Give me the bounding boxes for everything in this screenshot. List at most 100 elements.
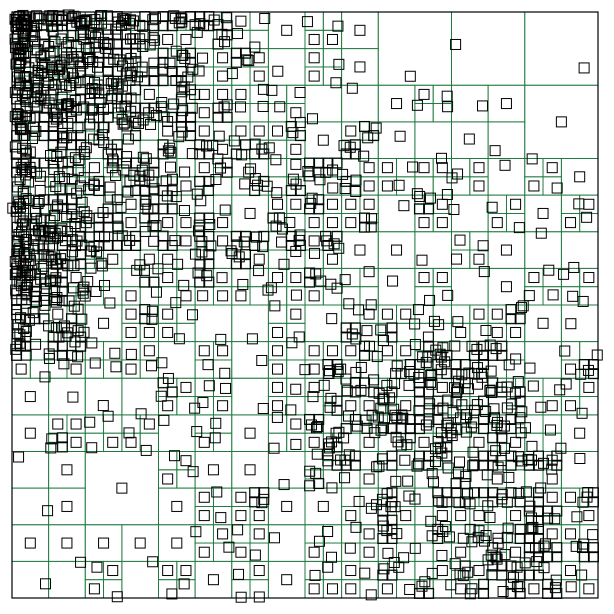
item-square [278,479,290,491]
item-square [157,377,169,389]
quadtree-cell [39,158,50,169]
quadtree-cell [478,460,489,471]
item-square [427,476,439,488]
quadtree-cell [377,158,398,178]
quadtree-cell [148,39,159,50]
item-square [125,326,137,338]
item-square [258,487,270,499]
item-square [432,532,444,544]
item-square [235,101,247,113]
item-square [162,473,174,485]
item-square [333,58,345,70]
item-square [461,409,473,421]
item-square [466,536,478,548]
item-square [70,418,82,430]
quadtree-cell [286,359,306,379]
item-square [546,400,558,412]
item-square [193,219,205,231]
item-square [47,10,59,22]
item-square [157,203,169,215]
item-square [452,316,464,328]
item-square [473,253,485,265]
item-square [66,173,78,185]
item-square [178,578,190,590]
quadtree-cell [478,423,489,434]
item-square [377,394,389,406]
item-square [441,189,453,201]
item-square [86,337,98,349]
item-square [436,510,448,522]
quadtree-cell [231,377,269,416]
quadtree-cell [194,176,205,187]
quadtree-cell [167,386,178,398]
item-square [435,152,447,164]
quadtree-cell [304,121,343,159]
quadtree-cell [258,487,269,498]
item-square [386,569,398,581]
item-square [121,120,133,132]
item-square [441,349,453,361]
item-square [505,304,517,316]
quadtree-cell [560,377,581,398]
item-square [517,300,529,312]
item-square [332,20,344,32]
item-square [560,378,572,390]
item-square [24,391,36,403]
item-square [345,510,357,522]
item-square [203,276,215,288]
item-square [194,139,206,151]
item-square [175,66,187,78]
quadtree-cell [203,258,214,269]
quadtree-cell [249,103,269,123]
item-square [70,436,82,448]
item-square [162,326,174,338]
item-square [451,424,463,436]
quadtree-cell [560,194,581,214]
item-square [498,442,510,454]
item-square [411,99,423,111]
item-square [285,120,297,132]
quadtree-cell [267,267,288,288]
item-square [72,325,84,337]
quadtree-cell [487,570,498,581]
item-square [185,56,197,68]
item-square [370,122,382,134]
quadtree-cell [222,103,233,114]
item-square [423,203,435,215]
item-square [111,78,123,90]
item-square [139,29,151,41]
item-square [75,84,87,96]
item-square [20,106,32,118]
item-square [269,300,281,312]
item-square [258,493,270,505]
item-square [66,194,78,206]
item-square [194,148,206,160]
item-square [422,331,434,343]
quadtree-cell [11,560,50,599]
item-square [157,75,169,87]
item-square [56,194,68,206]
item-square [487,459,499,471]
quadtree-cell [469,350,480,361]
item-square [525,512,537,524]
item-square [551,182,563,194]
item-square [308,52,320,64]
item-square [471,399,483,411]
item-square [62,100,74,112]
item-square [56,91,68,103]
item-square [486,201,498,213]
item-square [276,223,288,235]
item-square [442,101,454,113]
item-square [272,125,284,137]
item-square [111,591,123,603]
item-square [148,276,160,288]
item-square [423,340,435,352]
item-square [66,313,78,325]
item-square [38,294,50,306]
quadtree-cell [212,286,233,306]
item-square [487,487,499,499]
item-square [258,175,270,187]
item-square [243,55,255,67]
quadtree-cell [588,487,599,498]
quadtree-cell [524,194,562,233]
